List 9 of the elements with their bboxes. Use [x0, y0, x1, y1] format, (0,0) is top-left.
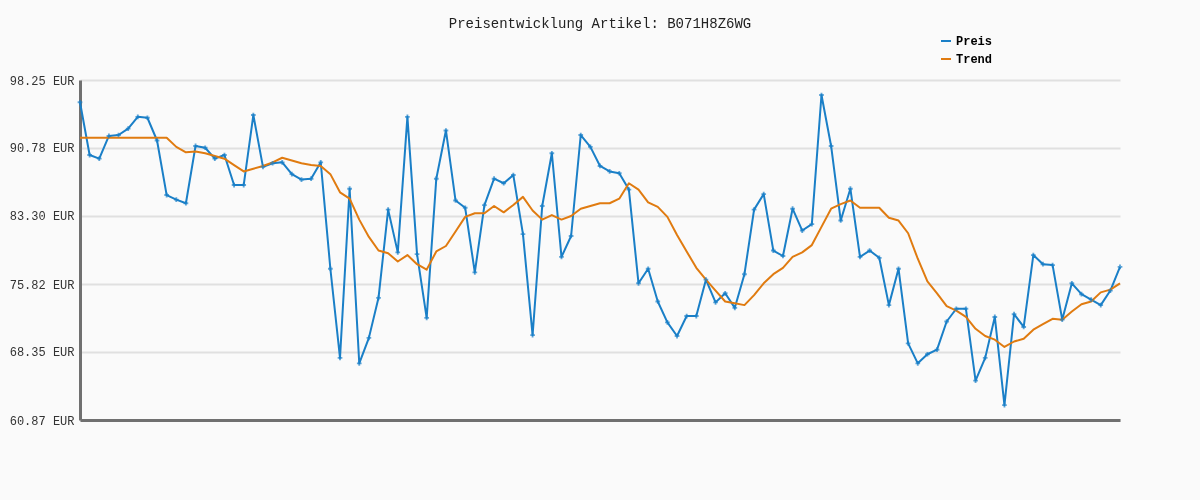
legend-label: Trend	[956, 53, 993, 67]
y-tick-label: 90.78 EUR	[9, 142, 75, 157]
y-tick-label: 98.25 EUR	[9, 74, 75, 89]
y-tick-label: 68.35 EUR	[9, 346, 75, 361]
y-tick-label: 83.30 EUR	[9, 210, 75, 225]
chart-title: Preisentwicklung Artikel: B071H8Z6WG	[448, 16, 752, 32]
y-tick-label: 75.82 EUR	[9, 278, 75, 293]
legend-label: Preis	[956, 35, 993, 49]
y-tick-label: 60.87 EUR	[9, 414, 75, 429]
